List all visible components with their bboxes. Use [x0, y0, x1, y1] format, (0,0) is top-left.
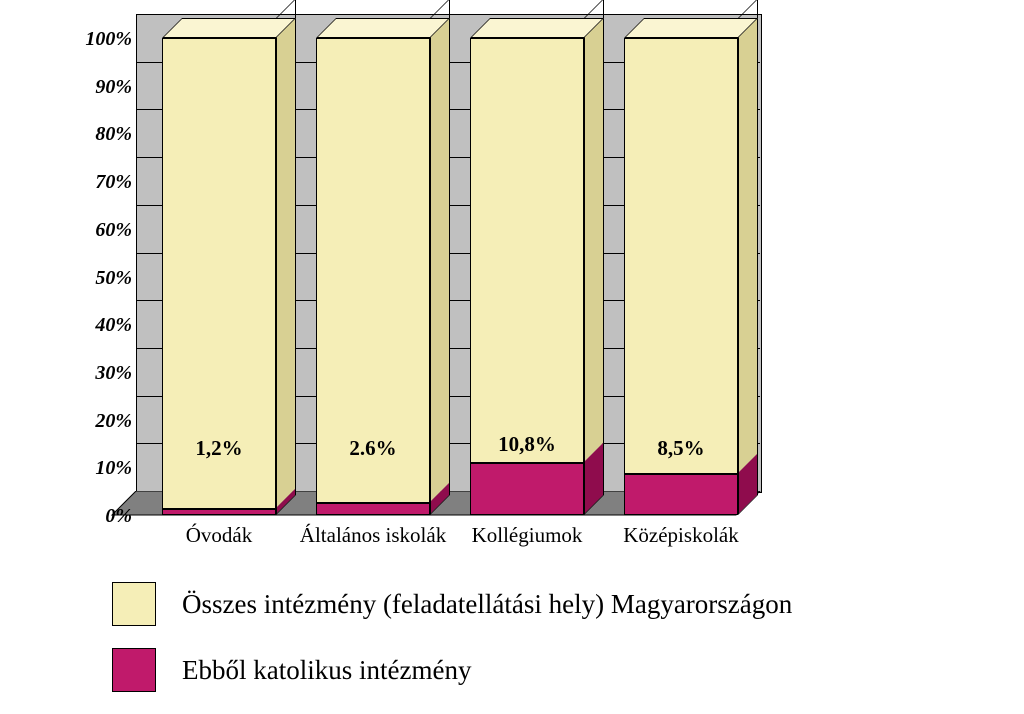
- bar-top: [624, 18, 758, 38]
- bar-column: 8,5%: [624, 38, 738, 515]
- legend-swatch-lower: [112, 648, 156, 692]
- legend-label: Összes intézmény (feladatellátási hely) …: [182, 589, 792, 620]
- bar-front-lower: [316, 503, 430, 515]
- bar-front-lower: [470, 463, 584, 515]
- plot-area: 0% 10% 20% 30% 40% 50% 60% 70% 80% 90% 100% 1,2% 2.…: [70, 14, 760, 544]
- y-tick-label: 50%: [76, 267, 132, 290]
- bar-front-upper: [624, 38, 738, 474]
- legend-swatch-upper: [112, 582, 156, 626]
- bar-side: [584, 0, 604, 515]
- y-tick-label: 70%: [76, 171, 132, 194]
- y-tick-label: 100%: [76, 28, 132, 51]
- y-tick-label: 80%: [76, 123, 132, 146]
- bar-column: 10,8%: [470, 38, 584, 515]
- y-tick-label: 0%: [76, 505, 132, 528]
- bar-pct-label: 2.6%: [316, 436, 430, 461]
- bar-side: [276, 0, 296, 515]
- x-axis-label: Általános iskolák: [292, 523, 454, 548]
- x-axis-label: Kollégiumok: [446, 523, 608, 548]
- x-axis-label: Középiskolák: [600, 523, 762, 548]
- bar-pct-label: 1,2%: [162, 436, 276, 461]
- bar-top: [470, 18, 604, 38]
- y-tick-label: 40%: [76, 314, 132, 337]
- legend-label: Ebből katolikus intézmény: [182, 655, 471, 686]
- legend: Összes intézmény (feladatellátási hely) …: [112, 582, 792, 714]
- bar-column: 2.6%: [316, 38, 430, 515]
- bar-top: [316, 18, 450, 38]
- y-tick-label: 30%: [76, 362, 132, 385]
- y-tick-label: 90%: [76, 76, 132, 99]
- bar-front-upper: [316, 38, 430, 503]
- bar-pct-label: 10,8%: [470, 432, 584, 457]
- bar-top: [162, 18, 296, 38]
- legend-item: Összes intézmény (feladatellátási hely) …: [112, 582, 792, 626]
- legend-item: Ebből katolikus intézmény: [112, 648, 792, 692]
- bar-front-upper: [470, 38, 584, 463]
- bar-side: [430, 0, 450, 515]
- y-tick-label: 60%: [76, 219, 132, 242]
- bar-front-lower: [624, 474, 738, 515]
- bar-front-lower: [162, 509, 276, 515]
- x-axis-label: Óvodák: [138, 523, 300, 548]
- bar-column: 1,2%: [162, 38, 276, 515]
- y-tick-label: 10%: [76, 457, 132, 480]
- bar-pct-label: 8,5%: [624, 436, 738, 461]
- bar-side: [738, 0, 758, 515]
- y-tick-label: 20%: [76, 410, 132, 433]
- chart-stage: 0% 10% 20% 30% 40% 50% 60% 70% 80% 90% 100% 1,2% 2.…: [0, 0, 1024, 694]
